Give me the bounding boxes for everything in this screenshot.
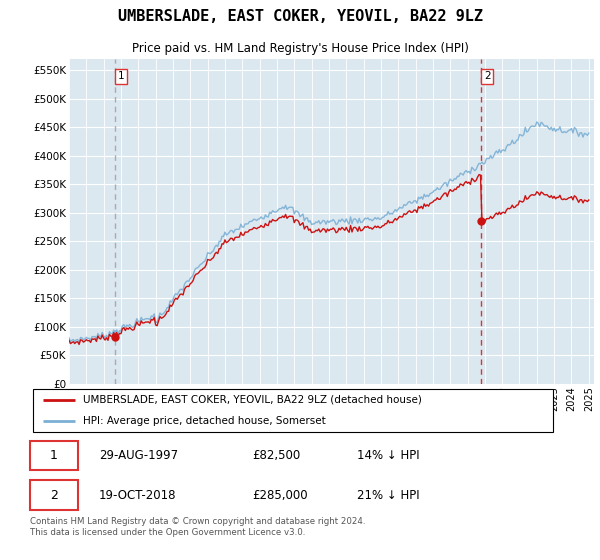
FancyBboxPatch shape — [32, 389, 553, 432]
Text: UMBERSLADE, EAST COKER, YEOVIL, BA22 9LZ (detached house): UMBERSLADE, EAST COKER, YEOVIL, BA22 9LZ… — [83, 395, 422, 405]
Text: 1: 1 — [118, 71, 124, 81]
Text: 2: 2 — [50, 488, 58, 502]
FancyBboxPatch shape — [30, 441, 77, 470]
Text: HPI: Average price, detached house, Somerset: HPI: Average price, detached house, Some… — [83, 416, 326, 426]
Text: 2: 2 — [484, 71, 491, 81]
Text: 14% ↓ HPI: 14% ↓ HPI — [358, 449, 420, 463]
Text: Contains HM Land Registry data © Crown copyright and database right 2024.
This d: Contains HM Land Registry data © Crown c… — [30, 517, 365, 536]
Text: £82,500: £82,500 — [252, 449, 300, 463]
Text: 21% ↓ HPI: 21% ↓ HPI — [358, 488, 420, 502]
Text: £285,000: £285,000 — [252, 488, 307, 502]
FancyBboxPatch shape — [30, 480, 77, 510]
Text: 19-OCT-2018: 19-OCT-2018 — [98, 488, 176, 502]
Text: UMBERSLADE, EAST COKER, YEOVIL, BA22 9LZ: UMBERSLADE, EAST COKER, YEOVIL, BA22 9LZ — [118, 9, 482, 24]
Text: 29-AUG-1997: 29-AUG-1997 — [98, 449, 178, 463]
Text: 1: 1 — [50, 449, 58, 463]
Text: Price paid vs. HM Land Registry's House Price Index (HPI): Price paid vs. HM Land Registry's House … — [131, 43, 469, 55]
